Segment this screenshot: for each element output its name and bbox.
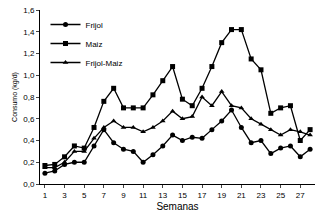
svg-text:15: 15 [178,191,187,200]
svg-text:9: 9 [121,191,126,200]
svg-text:1: 1 [43,191,48,200]
svg-text:Consumo (kg/d): Consumo (kg/d) [11,72,19,122]
svg-text:7: 7 [102,191,107,200]
svg-text:21: 21 [237,191,246,200]
svg-text:Maiz: Maiz [86,40,103,49]
svg-text:1,6: 1,6 [23,6,35,15]
svg-text:1,2: 1,2 [23,49,35,58]
svg-text:3: 3 [62,191,67,200]
svg-text:1,0: 1,0 [23,71,35,80]
svg-text:23: 23 [257,191,266,200]
svg-text:25: 25 [276,191,285,200]
svg-text:0,6: 0,6 [23,115,35,124]
svg-text:0,8: 0,8 [23,93,35,102]
svg-text:0,2: 0,2 [23,158,35,167]
svg-text:13: 13 [158,191,167,200]
svg-text:27: 27 [296,191,305,200]
svg-text:Frijol-Maiz: Frijol-Maiz [86,59,123,68]
svg-text:17: 17 [198,191,207,200]
svg-text:Semanas: Semanas [156,201,198,212]
svg-text:0,4: 0,4 [23,136,35,145]
svg-text:1,4: 1,4 [23,28,35,37]
svg-text:Frijol: Frijol [86,21,104,30]
svg-text:0,0: 0,0 [23,180,35,189]
svg-text:11: 11 [139,191,148,200]
svg-text:19: 19 [217,191,226,200]
svg-text:5: 5 [82,191,87,200]
